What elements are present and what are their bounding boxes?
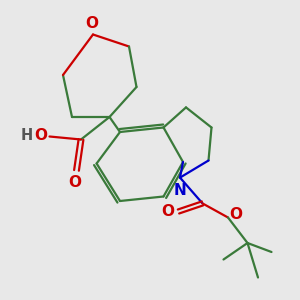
Text: O: O <box>85 16 98 32</box>
Text: N: N <box>174 183 186 198</box>
Text: H: H <box>21 128 33 142</box>
Text: O: O <box>161 204 174 219</box>
Text: O: O <box>230 207 242 222</box>
Text: O: O <box>68 175 82 190</box>
Text: O: O <box>34 128 47 142</box>
